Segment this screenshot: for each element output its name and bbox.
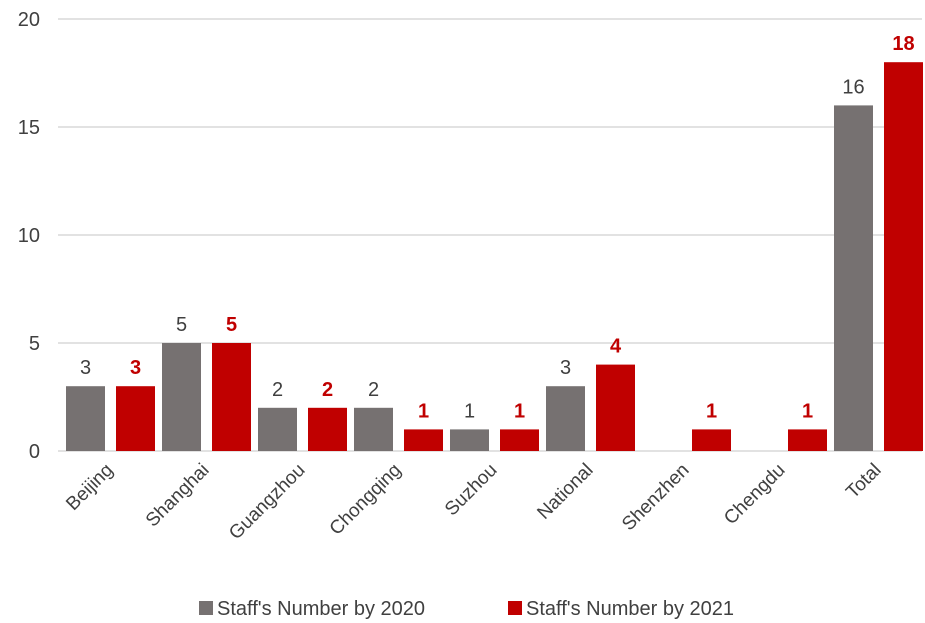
legend-label-2021: Staff's Number by 2021 [526,598,734,620]
x-tick-label-beijing: Beijing [62,460,117,515]
y-tick-label-20: 20 [18,9,40,31]
data-label-beijing-series-0: 3 [80,357,91,379]
x-tick-label-guangzhou: Guangzhou [225,460,309,544]
bar-total-series-1 [884,62,923,451]
bar-shanghai-series-0 [162,343,201,451]
data-label-total-series-0: 16 [842,76,864,98]
data-label-chongqing-series-0: 2 [368,379,379,401]
x-tick-label-total: Total [842,460,885,503]
x-tick-label-shenzhen: Shenzhen [618,460,693,535]
legend: Staff's Number by 2020 Staff's Number by… [199,598,734,620]
data-label-beijing-series-1: 3 [130,357,141,379]
bar-chengdu-series-1 [788,429,827,451]
data-label-national-series-1: 4 [610,336,622,358]
x-tick-label-national: National [533,460,597,524]
x-tick-label-chongqing: Chongqing [326,460,406,540]
data-label-guangzhou-series-0: 2 [272,379,283,401]
bar-shanghai-series-1 [212,343,251,451]
x-tick-label-suzhou: Suzhou [441,460,501,520]
data-label-chongqing-series-1: 1 [418,400,429,422]
data-label-guangzhou-series-1: 2 [322,379,333,401]
bar-national-series-1 [596,364,635,451]
y-tick-label-5: 5 [29,333,40,355]
y-tick-label-15: 15 [18,117,40,139]
gridlines [58,18,922,452]
y-tick-label-10: 10 [18,225,40,247]
data-label-suzhou-series-1: 1 [514,400,525,422]
legend-swatch-2021 [508,601,522,615]
data-label-national-series-0: 3 [560,357,571,379]
data-label-shenzhen-series-1: 1 [706,400,717,422]
bar-beijing-series-0 [66,386,105,451]
legend-label-2020: Staff's Number by 2020 [217,598,425,620]
bar-guangzhou-series-0 [258,407,297,451]
bars [66,62,923,452]
x-tick-label-shanghai: Shanghai [142,460,214,532]
legend-swatch-2020 [199,601,213,615]
bar-guangzhou-series-1 [308,407,347,451]
data-label-total-series-1: 18 [892,33,914,55]
data-label-suzhou-series-0: 1 [464,400,475,422]
y-axis: 0 5 10 15 20 [18,9,40,463]
bar-chongqing-series-0 [354,407,393,451]
x-tick-label-chengdu: Chengdu [720,460,789,529]
bar-chongqing-series-1 [404,429,443,451]
bar-beijing-series-1 [116,386,155,451]
data-label-shanghai-series-1: 5 [226,314,237,336]
bar-suzhou-series-0 [450,429,489,451]
bar-total-series-0 [834,105,873,452]
x-axis: Beijing Shanghai Guangzhou Chongqing Suzhou N… [62,460,885,544]
y-tick-label-0: 0 [29,441,40,463]
data-label-chengdu-series-1: 1 [802,400,813,422]
bar-national-series-0 [546,386,585,451]
data-label-shanghai-series-0: 5 [176,314,187,336]
bar-shenzhen-series-1 [692,429,731,451]
bar-suzhou-series-1 [500,429,539,451]
